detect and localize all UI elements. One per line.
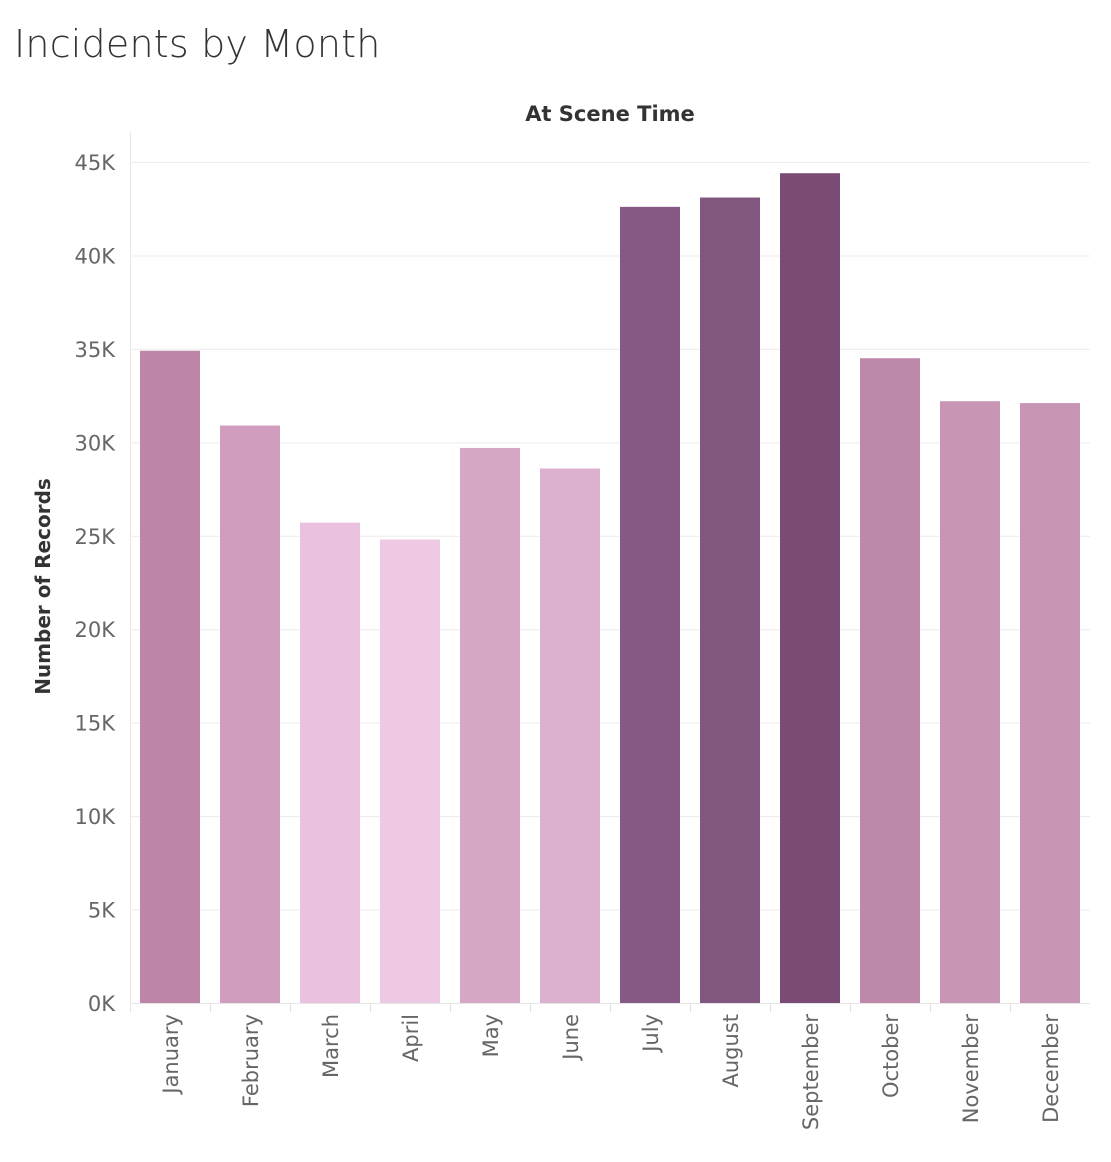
x-tick-label: July xyxy=(639,1014,663,1054)
bar-october[interactable] xyxy=(860,358,920,1003)
x-tick-label: March xyxy=(319,1014,343,1078)
bar-may[interactable] xyxy=(460,447,520,1003)
bar-april[interactable] xyxy=(380,539,440,1003)
x-tick-label: April xyxy=(399,1014,423,1062)
y-axis-label: Number of Records xyxy=(31,478,55,695)
y-tick-label: 45K xyxy=(75,151,117,175)
x-axis-ticks: January February March April May June July Augu… xyxy=(130,1003,1063,1130)
y-tick-label: 25K xyxy=(75,525,117,549)
y-tick-label: 35K xyxy=(75,338,117,362)
y-tick-label: 30K xyxy=(75,431,117,455)
y-tick-label: 5K xyxy=(88,899,116,923)
bar-february[interactable] xyxy=(220,425,280,1004)
x-tick-label: November xyxy=(959,1014,983,1124)
bar-december[interactable] xyxy=(1020,403,1080,1003)
gridlines xyxy=(130,162,1090,911)
bars xyxy=(140,173,1080,1004)
bar-june[interactable] xyxy=(540,468,600,1003)
y-tick-label: 40K xyxy=(75,244,117,268)
x-tick-label: August xyxy=(719,1014,743,1088)
y-axis-ticks: 0K 5K 10K 15K 20K 25K 30K 35K 40K 45K xyxy=(75,151,117,1016)
bar-january[interactable] xyxy=(140,350,200,1003)
column-header: At Scene Time xyxy=(525,102,695,126)
y-tick-label: 15K xyxy=(75,712,117,736)
bar-july[interactable] xyxy=(620,206,680,1003)
x-tick-label: October xyxy=(879,1014,903,1098)
x-tick-label: June xyxy=(559,1014,583,1062)
y-tick-label: 20K xyxy=(75,618,117,642)
x-tick-label: May xyxy=(479,1014,503,1057)
bar-november[interactable] xyxy=(940,401,1000,1003)
x-tick-label: January xyxy=(159,1014,183,1096)
chart-title: Incidents by Month xyxy=(14,22,381,66)
x-tick-label: December xyxy=(1039,1014,1063,1123)
x-tick-label: September xyxy=(799,1014,823,1130)
y-tick-label: 10K xyxy=(75,805,117,829)
bar-august[interactable] xyxy=(700,197,760,1003)
y-tick-label: 0K xyxy=(88,992,116,1016)
bar-march[interactable] xyxy=(300,522,360,1003)
x-tick-label: February xyxy=(239,1014,263,1107)
bar-september[interactable] xyxy=(780,173,840,1004)
